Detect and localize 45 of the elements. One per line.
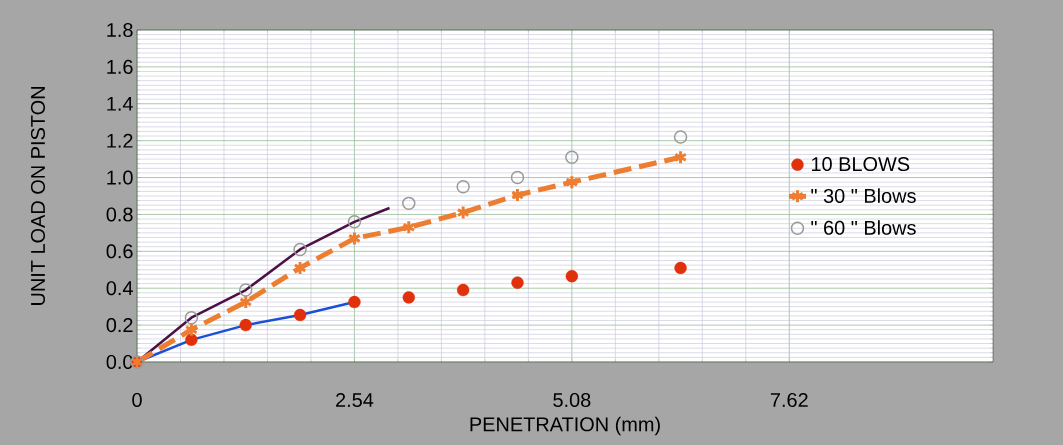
point [511, 276, 524, 289]
point [184, 322, 199, 338]
y-tick-label: 1.0 [107, 170, 133, 185]
point [293, 308, 307, 322]
y-tick-label: 1.2 [107, 133, 133, 148]
x-tick-label: 7.62 [770, 392, 808, 408]
point [239, 318, 252, 332]
point [673, 130, 688, 144]
y-tick-label: 0.4 [106, 281, 133, 296]
point [510, 170, 525, 185]
point [456, 205, 470, 221]
point [347, 230, 362, 246]
point [565, 174, 579, 190]
point [239, 283, 253, 297]
y-tick-label: 0.8 [106, 207, 133, 222]
point [673, 149, 688, 165]
y-axis-title: UNIT LOAD ON PISTON [30, 87, 46, 305]
legend-label: " 30 " Blows [811, 188, 916, 203]
point [456, 283, 470, 297]
x-tick-label: 0 [132, 392, 142, 408]
legend-label: " 60 " Blows [811, 220, 916, 235]
point [293, 242, 307, 257]
point [674, 261, 687, 275]
point [565, 150, 579, 164]
point [293, 260, 307, 276]
point [565, 270, 579, 283]
point [510, 187, 525, 203]
legend-label: 10 BLOWS [811, 157, 910, 172]
y-tick-label: 1.4 [107, 96, 133, 111]
point [185, 333, 198, 347]
y-tick-label: 1.6 [107, 59, 133, 74]
point [402, 291, 415, 304]
point [348, 295, 361, 309]
point [347, 215, 362, 229]
point [456, 180, 470, 194]
point [239, 294, 253, 310]
x-axis-title: PENETRATION (mm) [470, 416, 660, 436]
point [184, 310, 199, 325]
x-tick-label: 5.08 [553, 392, 591, 408]
x-tick-label: 2.54 [336, 392, 374, 408]
point [402, 219, 416, 235]
y-tick-label: 1.8 [107, 22, 133, 38]
point [402, 196, 416, 211]
y-tick-label: 0.6 [106, 244, 133, 259]
y-tick-label: 0.2 [106, 318, 133, 333]
